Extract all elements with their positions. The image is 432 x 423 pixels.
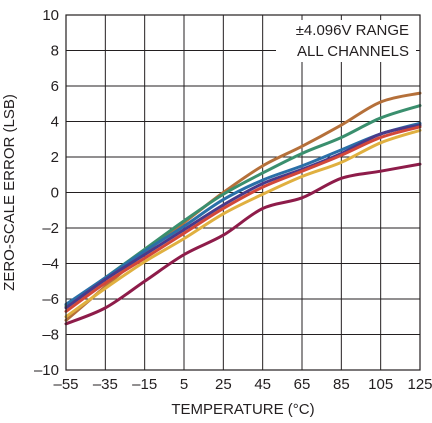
series-line-6 — [64, 162, 422, 326]
y-tick-label-6: 2 — [51, 149, 59, 166]
y-tick-label-0: –10 — [34, 362, 59, 379]
series-layer — [64, 91, 422, 326]
y-tick-label-5: 0 — [51, 185, 59, 202]
y-tick-label-4: –2 — [42, 220, 59, 237]
series-line-3 — [64, 123, 422, 310]
y-tick-label-7: 4 — [51, 114, 59, 131]
y-tick-label-3: –4 — [42, 256, 59, 273]
x-tick-label-1: –35 — [93, 376, 118, 393]
y-tick-label-9: 8 — [51, 43, 59, 60]
annotation-range: ±4.096V RANGE — [296, 22, 409, 39]
y-axis-title: ZERO-SCALE ERROR (LSB) — [1, 94, 18, 291]
series-line-5 — [64, 128, 422, 319]
x-tick-label-2: –15 — [132, 376, 157, 393]
annotation-channels: ALL CHANNELS — [297, 43, 409, 60]
x-tick-label-9: 125 — [407, 376, 432, 393]
x-tick-label-6: 65 — [294, 376, 311, 393]
annotation-background — [276, 20, 416, 62]
x-tick-label-8: 105 — [368, 376, 393, 393]
x-tick-label-7: 85 — [333, 376, 350, 393]
series-line-4 — [64, 125, 422, 313]
series-line-0 — [64, 91, 422, 322]
x-tick-label-3: 5 — [180, 376, 188, 393]
tick-labels: –55 –35 –15 5 25 45 65 85 105 125 –10 –8 –6 –4 –2 0 2 4 6 8… — [34, 7, 432, 393]
x-tick-label-0: –55 — [53, 376, 78, 393]
plot-frame — [65, 14, 421, 371]
y-tick-label-10: 10 — [42, 7, 59, 24]
y-tick-label-8: 6 — [51, 78, 59, 95]
x-axis-title: TEMPERATURE (°C) — [171, 401, 314, 418]
y-tick-label-1: –8 — [42, 327, 59, 344]
x-tick-label-4: 25 — [215, 376, 232, 393]
y-tick-label-2: –6 — [42, 291, 59, 308]
x-tick-label-5: 45 — [254, 376, 271, 393]
